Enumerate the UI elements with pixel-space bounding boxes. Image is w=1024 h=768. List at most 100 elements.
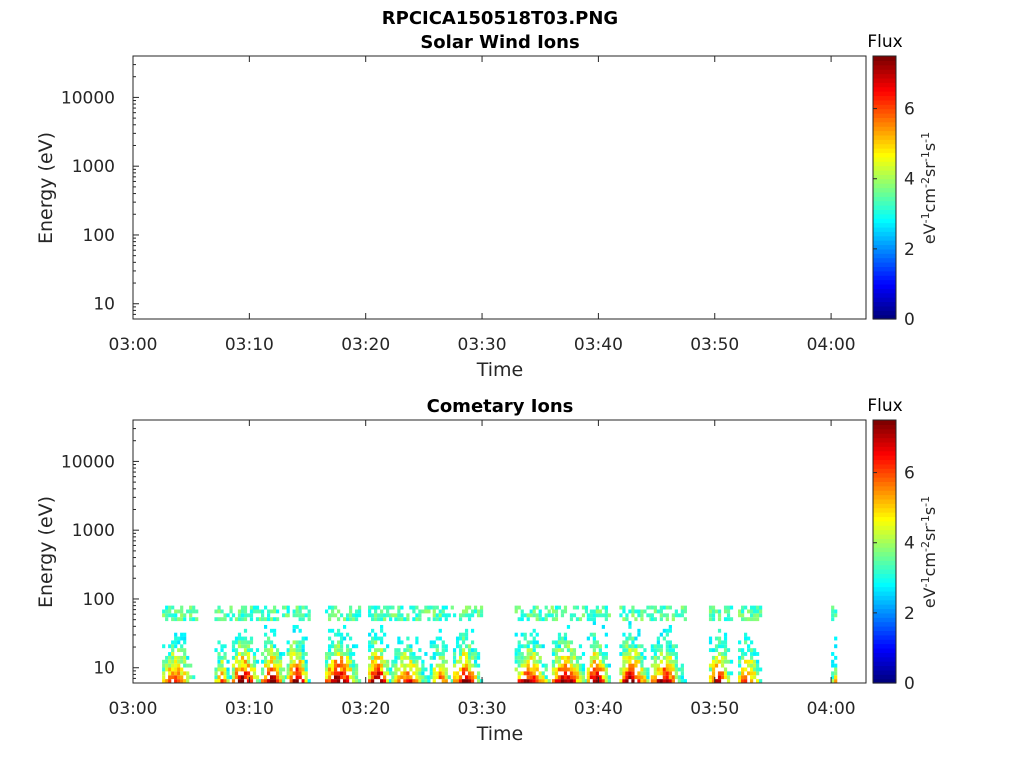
colorbar-swatch [873, 678, 896, 684]
colorbar-swatch [873, 463, 896, 469]
colorbar-swatch [873, 310, 896, 316]
colorbar-swatch [873, 196, 896, 202]
colorbar-tick-label: 0 [904, 674, 915, 694]
colorbar-swatch [873, 257, 896, 263]
colorbar-swatch [873, 542, 896, 548]
flux-burst [452, 605, 484, 683]
colorbar-tick-label: 0 [904, 310, 915, 330]
colorbar-swatch [873, 490, 896, 496]
flux-burst [708, 605, 734, 683]
colorbar-swatch [873, 476, 896, 482]
colorbar-swatch [873, 608, 896, 614]
solar-wind-xlabel: Time [476, 359, 524, 381]
cometary-y-ticks: 10 100 1000 10000 [61, 419, 139, 684]
colorbar-frame [872, 55, 897, 320]
colorbar-swatch [873, 73, 896, 79]
colorbar-swatch [873, 656, 896, 662]
flux-burst [260, 605, 289, 683]
colorbar-swatch [873, 143, 896, 149]
colorbar-swatch [873, 525, 896, 531]
colorbar-swatch [873, 512, 896, 518]
colorbar-swatch [873, 213, 896, 219]
colorbar-swatch [873, 64, 896, 70]
x-tick-label: 03:40 [574, 335, 623, 355]
y-tick-label: 100 [83, 590, 115, 610]
colorbar-swatch [873, 420, 896, 425]
colorbar-swatch [873, 292, 896, 298]
cometary-spectrogram [162, 605, 838, 683]
solar-wind-ylabel: Energy (eV) [35, 132, 57, 244]
colorbar-tick-label: 6 [904, 464, 915, 484]
colorbar-swatch [873, 191, 896, 197]
colorbar-swatch [873, 472, 896, 478]
colorbar-swatch [873, 446, 896, 452]
colorbar-swatch [873, 104, 896, 110]
colorbar-swatch [873, 468, 896, 474]
flux-burst [286, 605, 311, 683]
colorbar-swatch [873, 209, 896, 215]
colorbar-swatch [873, 226, 896, 232]
colorbar-swatch [873, 520, 896, 526]
colorbar-swatch [873, 82, 896, 88]
colorbar-swatch [873, 533, 896, 539]
colorbar-swatch [873, 77, 896, 83]
colorbar-swatch [873, 91, 896, 97]
colorbar-swatch [873, 248, 896, 254]
colorbar-swatch [873, 450, 896, 456]
flux-burst [619, 605, 653, 683]
colorbar-swatch [873, 262, 896, 267]
colorbar-swatch [873, 516, 896, 522]
cometary-colorbar-label: Flux [867, 396, 902, 416]
colorbar-swatch [873, 612, 896, 618]
colorbar-swatch [873, 661, 896, 667]
colorbar-swatch [873, 301, 896, 307]
colorbar-swatch [873, 498, 896, 504]
colorbar-swatch [873, 240, 896, 246]
colorbar-swatch [873, 165, 896, 171]
solar-wind-colorbar-units: eV-1cm-2sr-1s-1 [919, 132, 940, 244]
colorbar-swatch [873, 634, 896, 640]
colorbar-swatch [873, 569, 896, 575]
solar-wind-colorbar-label: Flux [867, 32, 902, 52]
colorbar-swatch [873, 95, 896, 101]
x-tick-label: 03:30 [458, 699, 507, 719]
y-tick-label: 10000 [61, 452, 115, 472]
colorbar-swatch [873, 674, 896, 680]
colorbar-swatch [873, 507, 896, 513]
colorbar-swatch [873, 244, 896, 250]
colorbar-swatch [873, 481, 896, 487]
colorbar-swatch [873, 117, 896, 123]
colorbar-swatch [873, 669, 896, 675]
colorbar-swatch [873, 573, 896, 579]
colorbar-swatch [873, 275, 896, 281]
y-tick-label: 1000 [72, 521, 115, 541]
colorbar-swatch [873, 60, 896, 66]
colorbar-swatch [873, 205, 896, 211]
colorbar-swatch [873, 647, 896, 653]
colorbar-swatch [873, 134, 896, 140]
colorbar-swatch [873, 582, 896, 588]
colorbar-swatch [873, 529, 896, 535]
flux-burst [586, 605, 611, 683]
solar-wind-colorbar: 0 2 4 6 [872, 55, 915, 330]
flux-burst [324, 605, 362, 683]
colorbar-swatch [873, 639, 896, 645]
colorbar-swatch [873, 161, 896, 167]
colorbar-swatch [873, 617, 896, 623]
y-tick-label: 10000 [61, 88, 115, 108]
colorbar-swatch [873, 621, 896, 627]
solar-wind-panel: Solar Wind Ions 03:00 03:10 03:20 03:30 03:4… [35, 32, 939, 381]
colorbar-swatch [873, 69, 896, 75]
x-tick-label: 03:50 [690, 699, 739, 719]
colorbar-tick-label: 2 [904, 604, 915, 624]
colorbar-swatch [873, 551, 896, 557]
y-tick-label: 1000 [72, 157, 115, 177]
colorbar-swatch [873, 178, 896, 184]
colorbar-swatch [873, 270, 896, 276]
x-tick-label: 03:20 [341, 335, 390, 355]
colorbar-swatch [873, 174, 896, 180]
colorbar-swatch [873, 314, 896, 320]
solar-wind-plot-frame [132, 55, 867, 320]
colorbar-frame [872, 419, 897, 684]
colorbar-swatch [873, 200, 896, 206]
